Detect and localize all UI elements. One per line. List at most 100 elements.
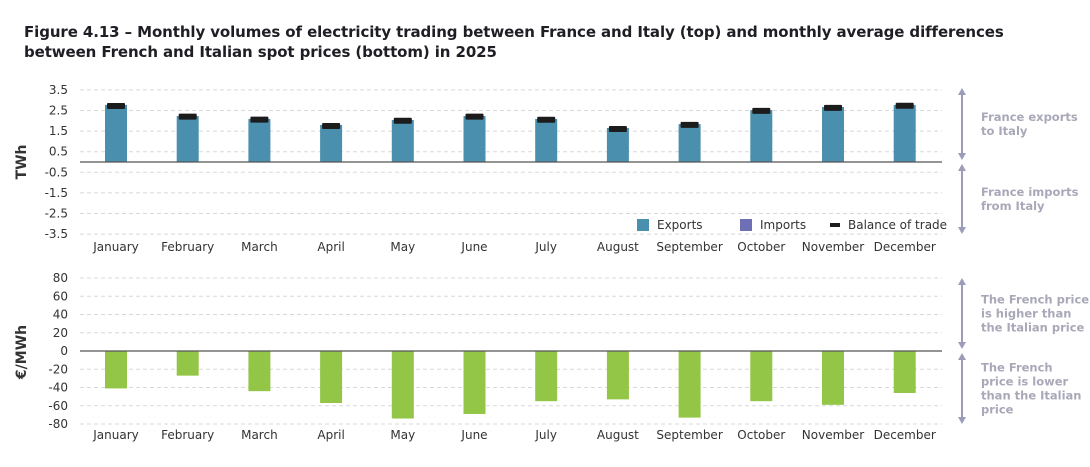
legend-swatch-imports: [740, 219, 752, 231]
arrow-down-icon: [958, 227, 966, 234]
x-tick-label: November: [802, 428, 864, 442]
x-tick-label: October: [737, 240, 785, 254]
legend-label: Balance of trade: [848, 218, 947, 232]
y-tick-label: -80: [48, 417, 68, 431]
balance-marker: [107, 102, 125, 109]
x-tick-label: July: [534, 428, 557, 442]
y-tick-label: -2.5: [45, 207, 68, 221]
x-tick-label: May: [390, 428, 415, 442]
price-difference-bar: [893, 351, 916, 393]
price-difference-bar: [750, 351, 773, 402]
price-difference-bar: [822, 351, 844, 405]
x-tick-label: December: [874, 240, 936, 254]
annotation-text: than the Italian: [981, 389, 1082, 403]
figure-title: Figure 4.13 – Monthly volumes of electri…: [24, 23, 1004, 61]
exports-bar: [678, 124, 701, 162]
exports-bar: [822, 106, 844, 162]
x-tick-label: April: [317, 240, 344, 254]
balance-marker: [680, 121, 699, 128]
exports-bar: [248, 118, 271, 162]
annotation-text: The French price: [981, 293, 1089, 307]
x-tick-label: June: [460, 240, 487, 254]
x-tick-label: September: [656, 240, 722, 254]
arrow-down-icon: [958, 417, 966, 424]
annotation-text: France exports: [981, 110, 1078, 124]
x-tick-label: December: [874, 428, 936, 442]
y-tick-label: 60: [53, 289, 68, 303]
balance-marker: [322, 122, 341, 129]
exports-bar: [893, 104, 916, 162]
x-tick-label: June: [460, 428, 487, 442]
exports-bar: [535, 118, 558, 162]
price-difference-bar: [678, 351, 701, 418]
balance-marker: [895, 102, 914, 109]
price-difference-bar: [463, 351, 486, 414]
y-tick-label: 0.5: [49, 145, 68, 159]
x-tick-label: April: [317, 428, 344, 442]
y-tick-label: -60: [48, 399, 68, 413]
annotation-text: France imports: [981, 185, 1079, 199]
legend-swatch-exports: [637, 219, 649, 231]
y-tick-label: 3.5: [49, 83, 68, 97]
y-tick-label: 0: [60, 344, 68, 358]
y-tick-label: -3.5: [45, 227, 68, 241]
exports-bar: [463, 116, 486, 162]
price-difference-bar: [391, 351, 414, 419]
legend-label: Imports: [760, 218, 806, 232]
y-tick-label: -0.5: [45, 165, 68, 179]
annotation-text: price: [981, 403, 1014, 417]
exports-bar: [391, 119, 414, 162]
balance-marker: [608, 126, 627, 133]
y-axis-label: TWh: [14, 145, 30, 180]
x-tick-label: September: [656, 428, 722, 442]
x-tick-label: March: [241, 428, 278, 442]
x-tick-label: August: [597, 428, 639, 442]
y-tick-label: -20: [48, 362, 68, 376]
annotation-text: to Italy: [981, 124, 1028, 138]
y-tick-label: 80: [53, 271, 68, 285]
exports-bar: [176, 116, 199, 162]
x-tick-label: March: [241, 240, 278, 254]
price-difference-bar: [176, 351, 199, 376]
arrow-up-icon: [958, 164, 966, 171]
annotation-text: price is lower: [981, 375, 1069, 389]
balance-marker: [537, 116, 556, 123]
y-tick-label: 40: [53, 308, 68, 322]
exports-bar: [105, 104, 127, 162]
annotation-text: the Italian price: [981, 321, 1085, 335]
exports-bar: [606, 128, 629, 162]
price-difference-bar: [320, 351, 343, 404]
y-tick-label: 2.5: [49, 104, 68, 118]
y-tick-label: -1.5: [45, 186, 68, 200]
price-difference-bar: [606, 351, 629, 400]
x-tick-label: August: [597, 240, 639, 254]
x-tick-label: November: [802, 240, 864, 254]
arrow-up-icon: [958, 278, 966, 285]
annotation-text: is higher than: [981, 307, 1071, 321]
x-tick-label: February: [161, 428, 214, 442]
legend-balance-marker: [830, 223, 840, 227]
x-tick-label: July: [534, 240, 557, 254]
legend-label: Exports: [657, 218, 703, 232]
x-tick-label: January: [92, 428, 139, 442]
x-tick-label: February: [161, 240, 214, 254]
price-difference-bar: [535, 351, 558, 402]
y-tick-label: 1.5: [49, 124, 68, 138]
price-difference-bar: [248, 351, 271, 392]
x-tick-label: January: [92, 240, 139, 254]
price-difference-bar: [105, 351, 127, 389]
x-tick-label: May: [390, 240, 415, 254]
exports-bar: [320, 124, 343, 162]
y-tick-label: -40: [48, 381, 68, 395]
balance-marker: [178, 113, 197, 120]
annotation-text: from Italy: [981, 199, 1045, 213]
balance-marker: [752, 107, 771, 114]
y-axis-label: €/MWh: [14, 325, 30, 380]
y-tick-label: 20: [53, 326, 68, 340]
balance-marker: [393, 117, 412, 124]
x-tick-label: October: [737, 428, 785, 442]
exports-bar: [750, 110, 773, 162]
arrow-up-icon: [958, 88, 966, 95]
annotation-text: The French: [981, 361, 1053, 375]
